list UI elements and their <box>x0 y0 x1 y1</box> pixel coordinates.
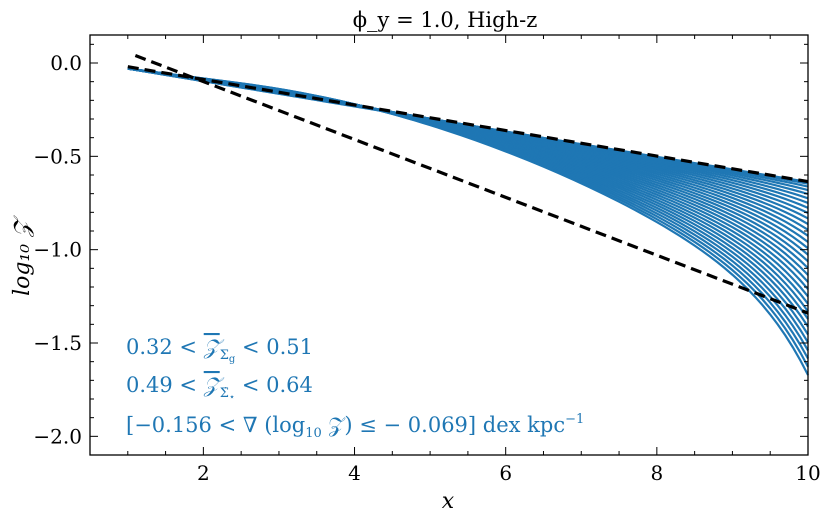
annotation-gradient-range: [−0.156 < ∇ (log10 𝒵) ≤ − 0.069] dex kpc… <box>126 412 584 441</box>
y-tick-label: −1.5 <box>33 331 82 355</box>
annotation-metallicity-gas: 0.32 < 𝒵Σg < 0.51 <box>126 335 313 365</box>
dashed-line-upper <box>127 65 809 184</box>
x-tick-label: 2 <box>197 461 210 485</box>
y-tick-label: −2.0 <box>33 424 82 448</box>
x-tick-label: 6 <box>499 461 512 485</box>
model-curve <box>127 67 809 313</box>
dashed-line-lower <box>134 54 809 315</box>
model-curves <box>127 67 809 376</box>
y-tick-label: 0.0 <box>50 51 82 75</box>
model-curve <box>127 67 809 220</box>
chart-title: ϕ_y = 1.0, High-z <box>353 8 538 32</box>
axis-ticks <box>89 35 809 456</box>
plot-frame <box>89 34 809 456</box>
dashed-bounds <box>127 54 809 315</box>
y-axis-label: log₁₀ 𝒵 <box>10 215 35 296</box>
x-tick-labels: 2 4 6 8 10 <box>197 461 821 485</box>
y-tick-labels: 0.0 −0.5 −1.0 −1.5 −2.0 <box>33 51 82 448</box>
model-curve <box>127 67 809 376</box>
model-curve <box>127 67 809 231</box>
x-tick-label: 8 <box>650 461 663 485</box>
y-tick-label: −1.0 <box>33 238 82 262</box>
x-axis-label: x <box>442 489 455 514</box>
annotation-metallicity-sfr: 0.49 < 𝒵Σ̇⋆ < 0.64 <box>126 373 313 403</box>
x-tick-label: 4 <box>348 461 361 485</box>
y-tick-label: −0.5 <box>33 144 82 168</box>
x-tick-label: 10 <box>795 461 820 485</box>
model-curve <box>127 67 809 343</box>
